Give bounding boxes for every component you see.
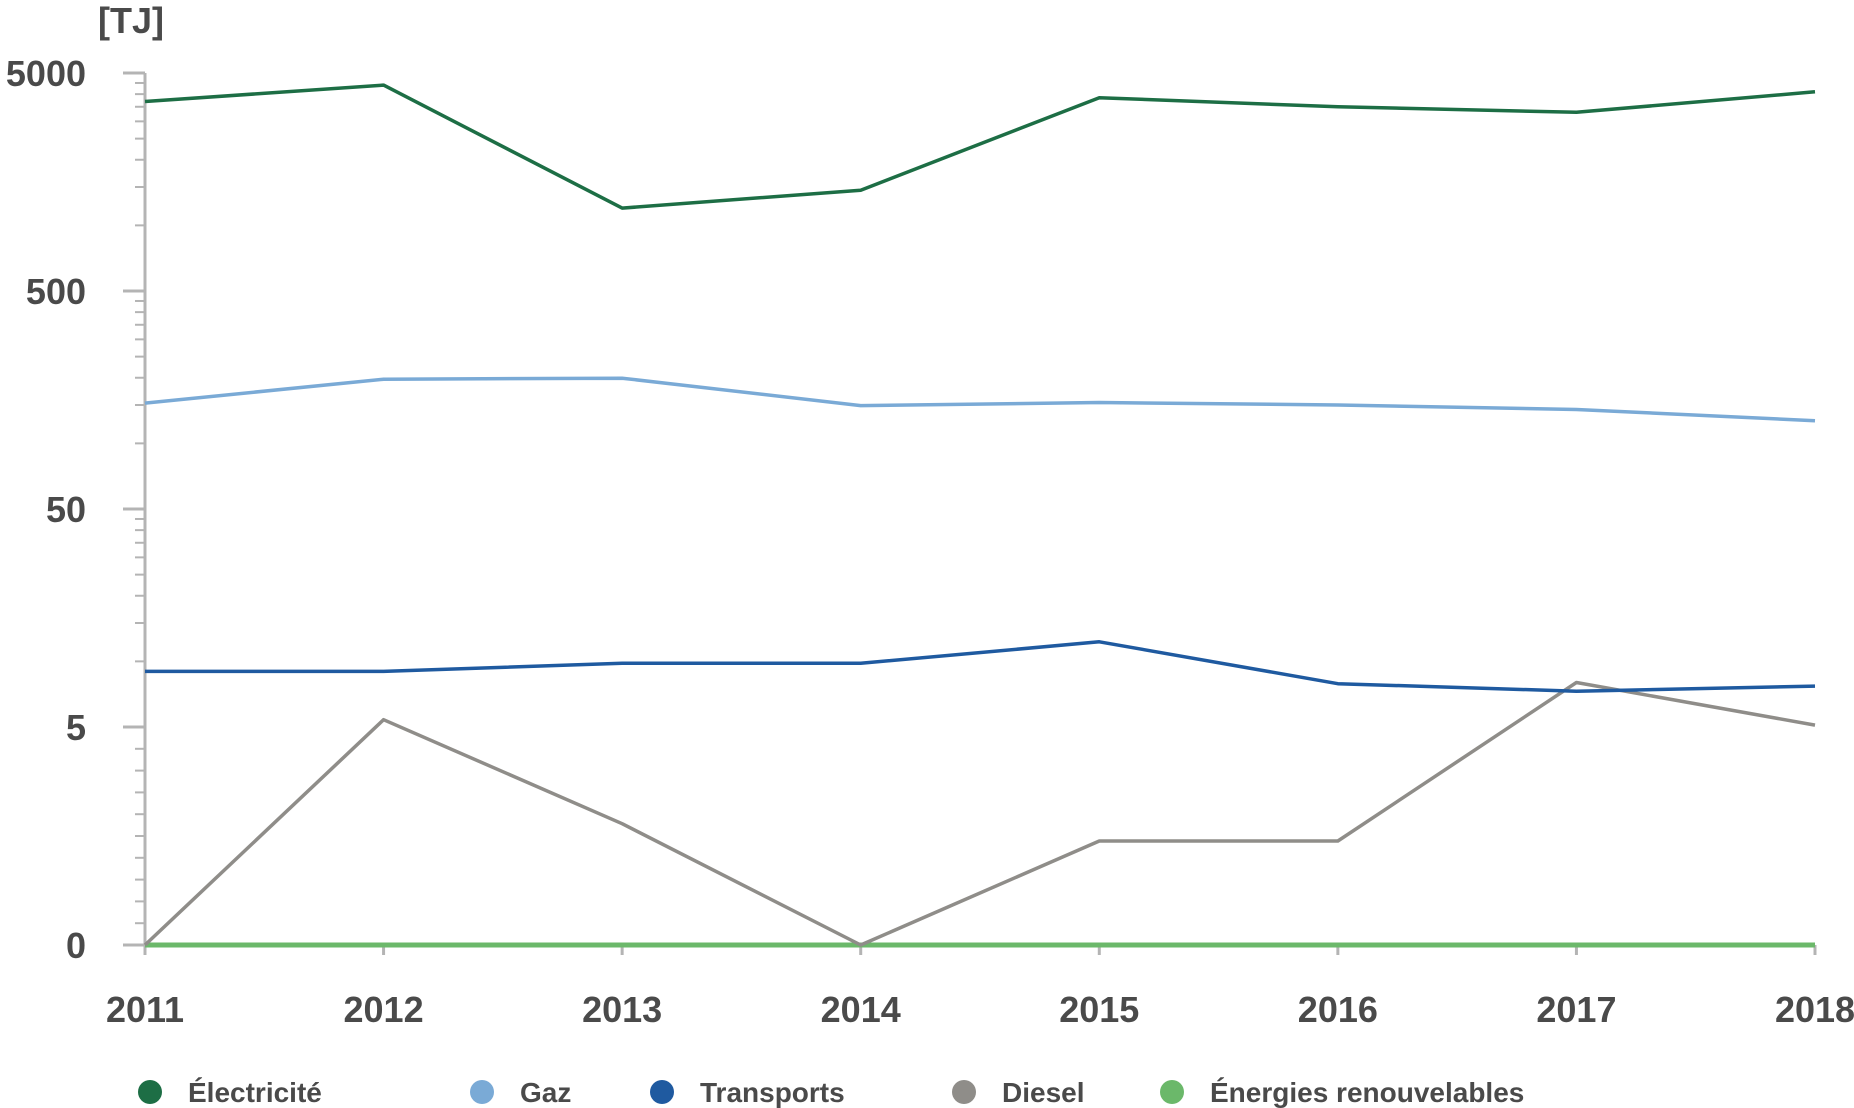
legend-swatch xyxy=(952,1080,976,1104)
legend-label: Diesel xyxy=(1002,1077,1085,1108)
legend-item: Énergies renouvelables xyxy=(1160,1077,1524,1108)
series-layer xyxy=(143,83,1816,948)
legend-label: Énergies renouvelables xyxy=(1210,1077,1524,1108)
legend-label: Gaz xyxy=(520,1077,571,1108)
x-tick-label: 2016 xyxy=(1298,989,1378,1030)
series-line-diesel xyxy=(143,680,1816,947)
x-tick-label: 2011 xyxy=(106,989,184,1030)
series-line-transports xyxy=(145,640,1816,693)
x-tick-label: 2012 xyxy=(344,989,424,1030)
x-tick-label: 2018 xyxy=(1775,989,1854,1030)
y-tick-label: 0 xyxy=(66,925,86,966)
y-axis-unit-label: [TJ] xyxy=(98,0,164,41)
legend-item: Électricité xyxy=(138,1077,322,1108)
y-tick-label: 50 xyxy=(46,489,86,530)
axes: 0 5 50 500 5000 2011 2012 2013 2014 2015 2016 2017 2… xyxy=(6,53,1854,1030)
x-tick-label: 2014 xyxy=(821,989,901,1030)
legend-item: Diesel xyxy=(952,1077,1085,1108)
x-tick-label: 2017 xyxy=(1536,989,1616,1030)
legend-swatch xyxy=(1160,1080,1184,1104)
legend-swatch xyxy=(470,1080,494,1104)
series-line-electricite xyxy=(144,83,1816,210)
series-line-gaz xyxy=(144,376,1816,423)
legend-swatch xyxy=(138,1080,162,1104)
legend: Électricité Gaz Transports Diesel Énergies r… xyxy=(138,1077,1524,1108)
legend-label: Électricité xyxy=(188,1077,322,1108)
legend-label: Transports xyxy=(700,1077,845,1108)
x-tick-label: 2015 xyxy=(1059,989,1139,1030)
x-tick-label: 2013 xyxy=(582,989,662,1030)
legend-item: Transports xyxy=(650,1077,845,1108)
legend-item: Gaz xyxy=(470,1077,571,1108)
legend-swatch xyxy=(650,1080,674,1104)
y-tick-label: 5000 xyxy=(6,53,86,94)
y-tick-label: 500 xyxy=(26,271,86,312)
y-tick-label: 5 xyxy=(66,707,86,748)
